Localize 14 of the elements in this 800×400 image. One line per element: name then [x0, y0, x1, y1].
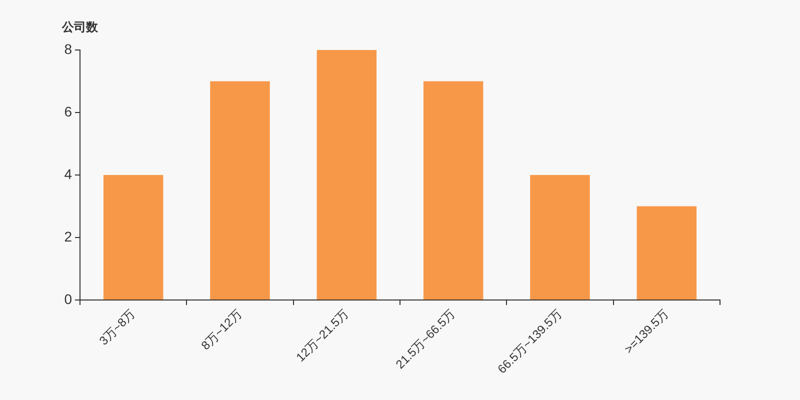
bar — [530, 175, 590, 300]
y-tick-label: 4 — [64, 166, 72, 182]
bar — [636, 206, 697, 300]
bar — [210, 81, 270, 300]
bar — [423, 81, 484, 300]
x-tick-label: 8万~12万 — [198, 306, 244, 353]
y-tick-label: 2 — [64, 228, 72, 244]
y-axis-title: 公司数 — [62, 19, 98, 36]
bar — [316, 50, 377, 300]
bar — [103, 175, 164, 300]
x-tick-label: 3万~8万 — [96, 306, 138, 348]
y-tick-label: 6 — [64, 103, 72, 120]
y-tick-label: 0 — [64, 290, 72, 307]
y-tick-label: 8 — [64, 40, 72, 57]
